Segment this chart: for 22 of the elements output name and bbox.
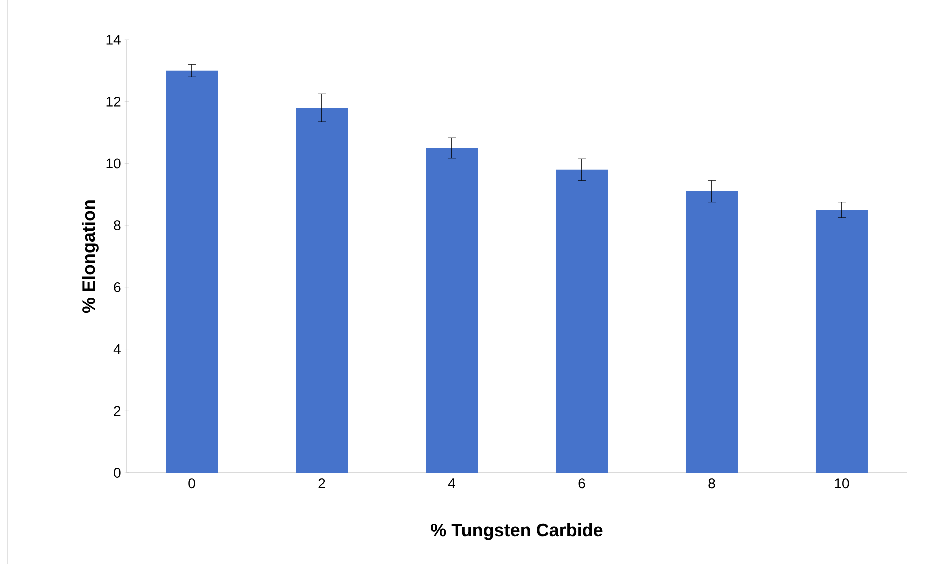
y-tick-label: 6 <box>114 282 121 292</box>
y-tick-label: 4 <box>114 344 121 354</box>
x-tick-label: 2 <box>318 478 326 488</box>
y-tick-label: 14 <box>106 35 121 45</box>
x-tick-label: 10 <box>835 478 850 489</box>
y-axis-title: % Elongation <box>82 200 99 314</box>
bar <box>816 210 868 473</box>
y-tick-label: 2 <box>114 406 121 416</box>
y-tick-label: 0 <box>114 468 121 478</box>
x-tick-label: 4 <box>448 478 456 488</box>
bar <box>296 108 348 473</box>
bar <box>166 70 218 473</box>
bar <box>426 148 478 473</box>
bar <box>686 192 738 473</box>
y-tick-label: 10 <box>106 158 121 169</box>
bar <box>556 170 608 473</box>
x-tick-label: 8 <box>708 478 716 489</box>
x-tick-label: 0 <box>188 478 196 489</box>
x-axis-title: % Tungsten Carbide <box>431 523 603 540</box>
x-tick-label: 6 <box>578 478 586 489</box>
y-tick-label: 8 <box>114 220 121 231</box>
y-tick-label: 12 <box>106 96 121 107</box>
